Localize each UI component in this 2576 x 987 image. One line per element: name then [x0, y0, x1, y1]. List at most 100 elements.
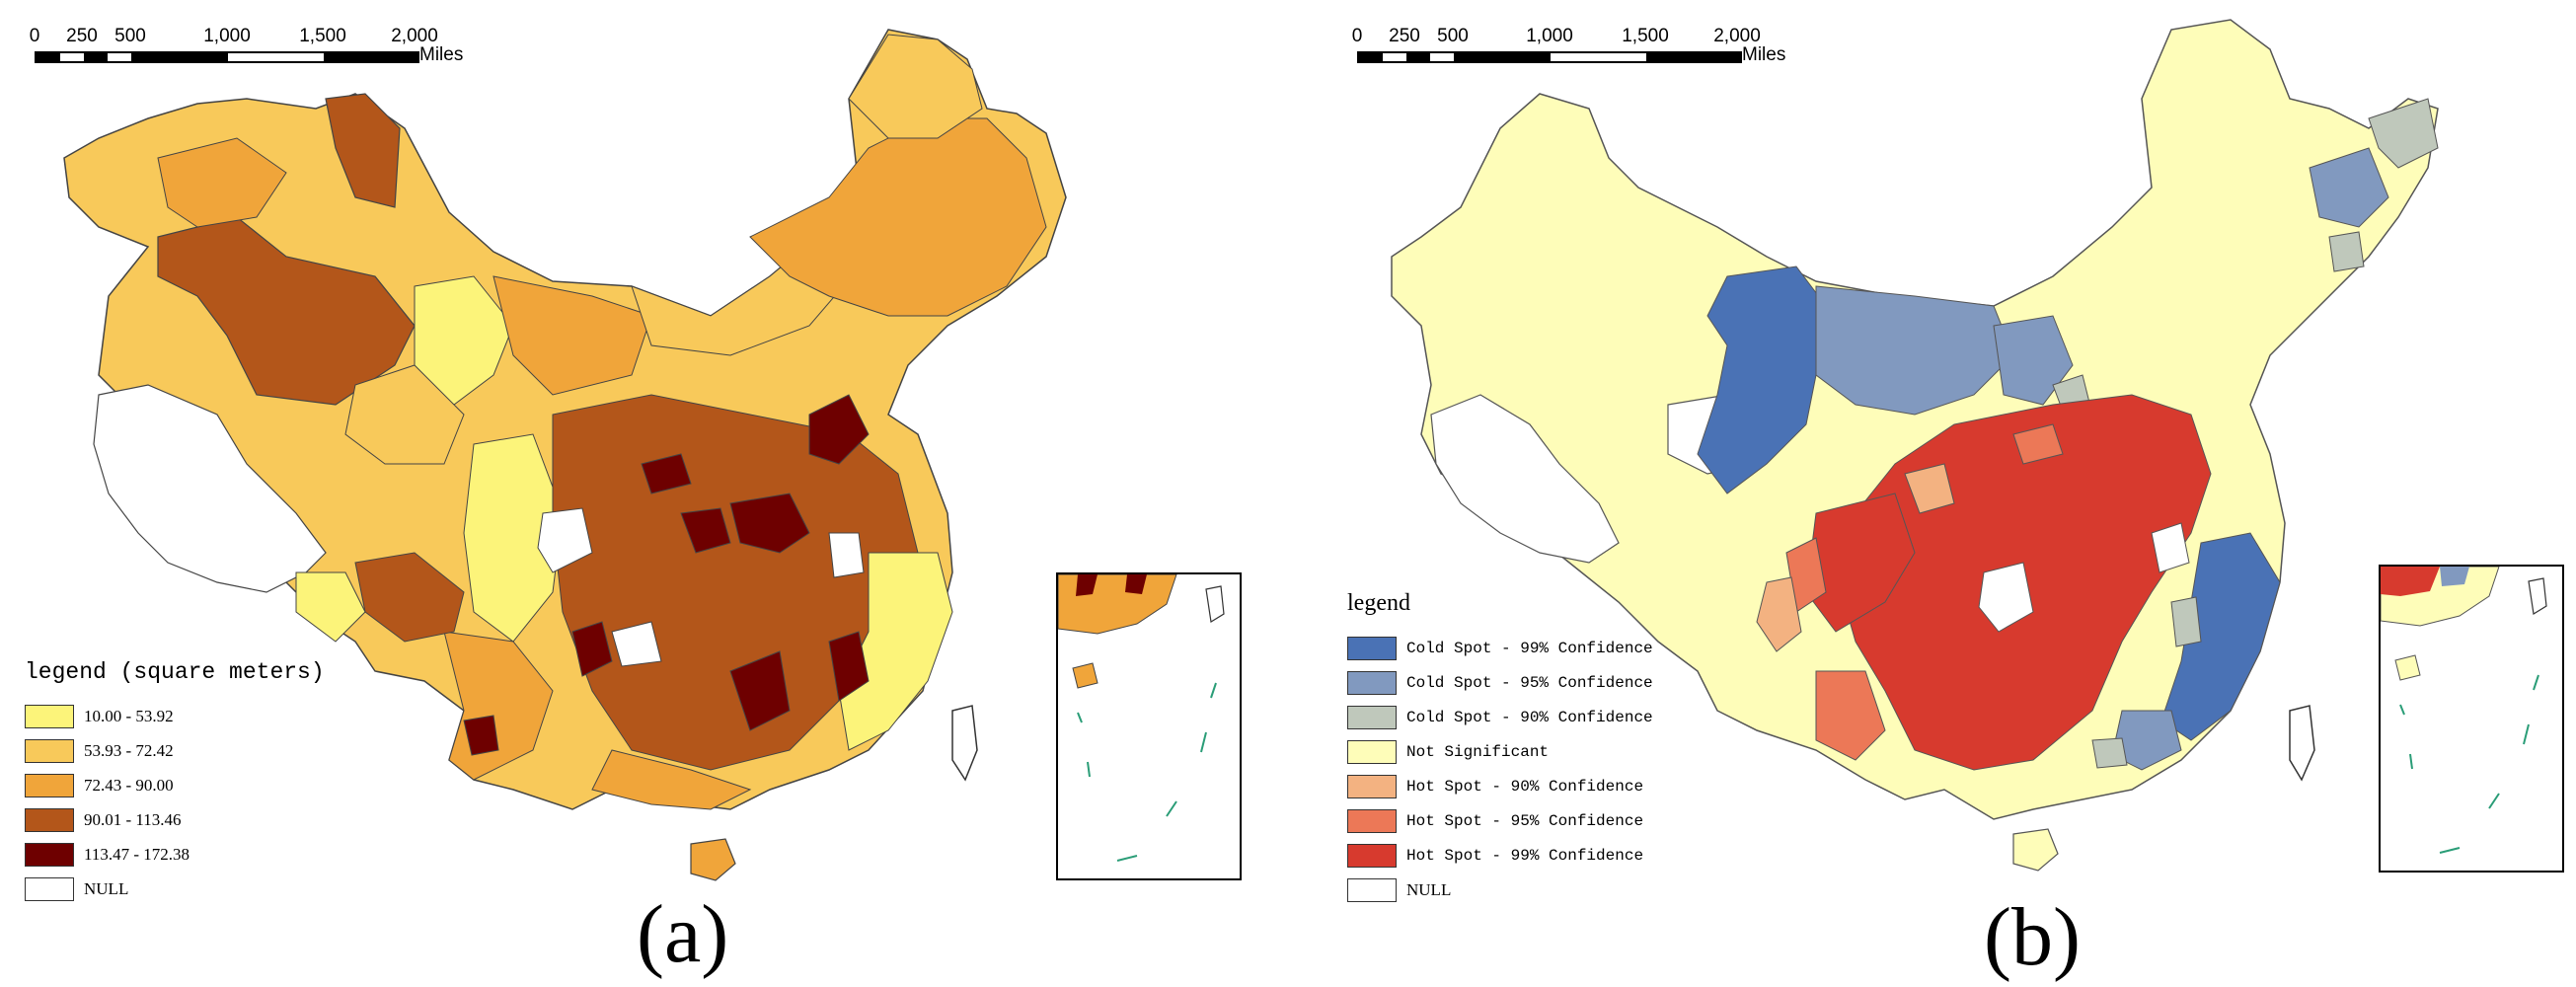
- legend-label: Cold Spot - 90% Confidence: [1406, 708, 1653, 726]
- hainan-island: [690, 838, 736, 881]
- north-xinjiang-dark-region: [325, 93, 401, 208]
- scale-tick: 500: [114, 26, 146, 46]
- legend-item: Cold Spot - 90% Confidence: [1347, 700, 1653, 734]
- legend-label: 53.93 - 72.42: [84, 740, 174, 760]
- panel-a-housing-area-map: 0 250 500 1,000 1,500 2,000 Miles legend…: [0, 0, 1283, 987]
- legend-label: Cold Spot - 95% Confidence: [1406, 673, 1653, 692]
- legend-label: 72.43 - 90.00: [84, 775, 174, 795]
- scale-tick: 500: [1437, 26, 1469, 46]
- maroon-region-3: [680, 507, 731, 554]
- scale-unit: Miles: [1742, 44, 1786, 65]
- scale-tick: 250: [66, 26, 98, 46]
- legend-item: NULL: [25, 872, 325, 906]
- legend-swatch: [1347, 705, 1397, 729]
- legend-item: 72.43 - 90.00: [25, 768, 325, 802]
- scale-tick: 2,000: [1713, 26, 1761, 46]
- legend-item: Hot Spot - 95% Confidence: [1347, 803, 1653, 838]
- scale-tick: 1,000: [203, 26, 251, 46]
- legend-title: legend: [1347, 590, 1410, 616]
- scale-tick: 1,000: [1526, 26, 1573, 46]
- legend-swatch: [1347, 739, 1397, 764]
- cold-spot-90-ne2: [2328, 231, 2365, 272]
- legend-swatch: [25, 807, 74, 832]
- south-orange-region: [591, 749, 752, 810]
- scale-tick: 0: [29, 26, 40, 46]
- legend-swatch: [1347, 877, 1397, 902]
- cold-spot-95-north: [1815, 285, 2014, 416]
- null-hole-1: [537, 507, 593, 573]
- scale-tick: 2,000: [391, 26, 438, 46]
- cold-spot-90-northeast: [2368, 98, 2439, 169]
- north-orange-region: [492, 275, 652, 396]
- legend-item: 53.93 - 72.42: [25, 733, 325, 768]
- legend-label: Not Significant: [1406, 742, 1550, 761]
- scale-tick: 1,500: [1622, 26, 1669, 46]
- legend-item: Cold Spot - 99% Confidence: [1347, 631, 1653, 665]
- legend-label: Hot Spot - 90% Confidence: [1406, 777, 1644, 796]
- maroon-region-2: [729, 493, 810, 554]
- taiwan-island: [2289, 705, 2315, 782]
- maroon-region-8: [641, 453, 692, 494]
- scale-tick: 1,500: [299, 26, 346, 46]
- sichuan-yellow-region: [463, 433, 564, 643]
- south-china-sea-inset: [2379, 565, 2564, 873]
- hot-spot-90-west: [1756, 576, 1802, 652]
- legend-a: legend (square meters) 10.00 - 53.92 53.…: [25, 659, 325, 906]
- scale-tick: 0: [1351, 26, 1363, 46]
- legend-swatch: [25, 704, 74, 728]
- china-map-housing-area: [63, 29, 1067, 881]
- legend-label: 90.01 - 113.46: [84, 809, 182, 829]
- scale-bar-graphic: [1357, 51, 1742, 63]
- cold-spot-90-southeast: [2170, 596, 2202, 647]
- legend-swatch: [25, 876, 74, 901]
- qinghai-orange-region: [344, 364, 465, 465]
- tibet-null-region: [1430, 394, 1620, 564]
- northeast-orange-region: [749, 117, 1047, 317]
- null-hole-1: [1978, 562, 2034, 633]
- cold-spot-90-coast: [2091, 737, 2128, 769]
- null-hole-2: [2151, 522, 2190, 573]
- scale-bar-ticks: 0 250 500 1,000 1,500 2,000: [1352, 26, 1761, 51]
- scale-bar-graphic: [35, 51, 419, 63]
- tibet-null-region: [93, 384, 327, 593]
- legend-swatch: [25, 773, 74, 797]
- legend-item: Not Significant: [1347, 734, 1653, 769]
- scale-bar-a: 0 250 500 1,000 1,500 2,000 Miles: [30, 26, 464, 65]
- scale-tick: 250: [1389, 26, 1420, 46]
- scale-bar-ticks: 0 250 500 1,000 1,500 2,000: [30, 26, 438, 51]
- maroon-region-4: [571, 621, 613, 677]
- legend-swatch: [1347, 843, 1397, 868]
- legend-swatch: [1347, 670, 1397, 695]
- legend-label: Cold Spot - 99% Confidence: [1406, 639, 1653, 657]
- null-hole-2: [611, 621, 662, 667]
- legend-label: NULL: [1406, 879, 1452, 899]
- panel-b-hotspot-map: 0 250 500 1,000 1,500 2,000 Miles legend…: [1303, 0, 2576, 987]
- taiwan-island: [951, 705, 978, 782]
- hot-spot-95-southwest: [1815, 670, 1886, 761]
- maroon-region-5: [729, 650, 791, 731]
- scale-bar-b: 0 250 500 1,000 1,500 2,000 Miles: [1352, 26, 1786, 65]
- china-map-hotspot: [1391, 19, 2439, 872]
- legend-swatch: [1347, 774, 1397, 798]
- maroon-region-1: [808, 394, 870, 465]
- legend-swatch: [25, 738, 74, 763]
- legend-swatch: [1347, 808, 1397, 833]
- null-hole-3: [828, 532, 865, 578]
- panel-label-b: (b): [1984, 891, 2081, 983]
- legend-title: legend (square meters): [25, 659, 325, 685]
- legend-item: Hot Spot - 90% Confidence: [1347, 769, 1653, 803]
- legend-swatch: [25, 842, 74, 867]
- legend-label: Hot Spot - 95% Confidence: [1406, 811, 1644, 830]
- west-yellow-region: [295, 571, 366, 643]
- legend-b: legend Cold Spot - 99% Confidence Cold S…: [1347, 590, 1653, 907]
- legend-label: Hot Spot - 99% Confidence: [1406, 846, 1644, 865]
- panel-label-a: (a): [637, 888, 729, 980]
- legend-item: 113.47 - 172.38: [25, 837, 325, 872]
- hot-spot-90-north: [1904, 463, 1955, 514]
- hainan-island: [2012, 828, 2059, 872]
- legend-item: NULL: [1347, 873, 1653, 907]
- south-china-sea-inset: [1056, 572, 1242, 880]
- east-xinjiang-region: [157, 137, 287, 228]
- scale-unit: Miles: [419, 44, 464, 65]
- cold-spot-95-northeast: [2309, 147, 2389, 228]
